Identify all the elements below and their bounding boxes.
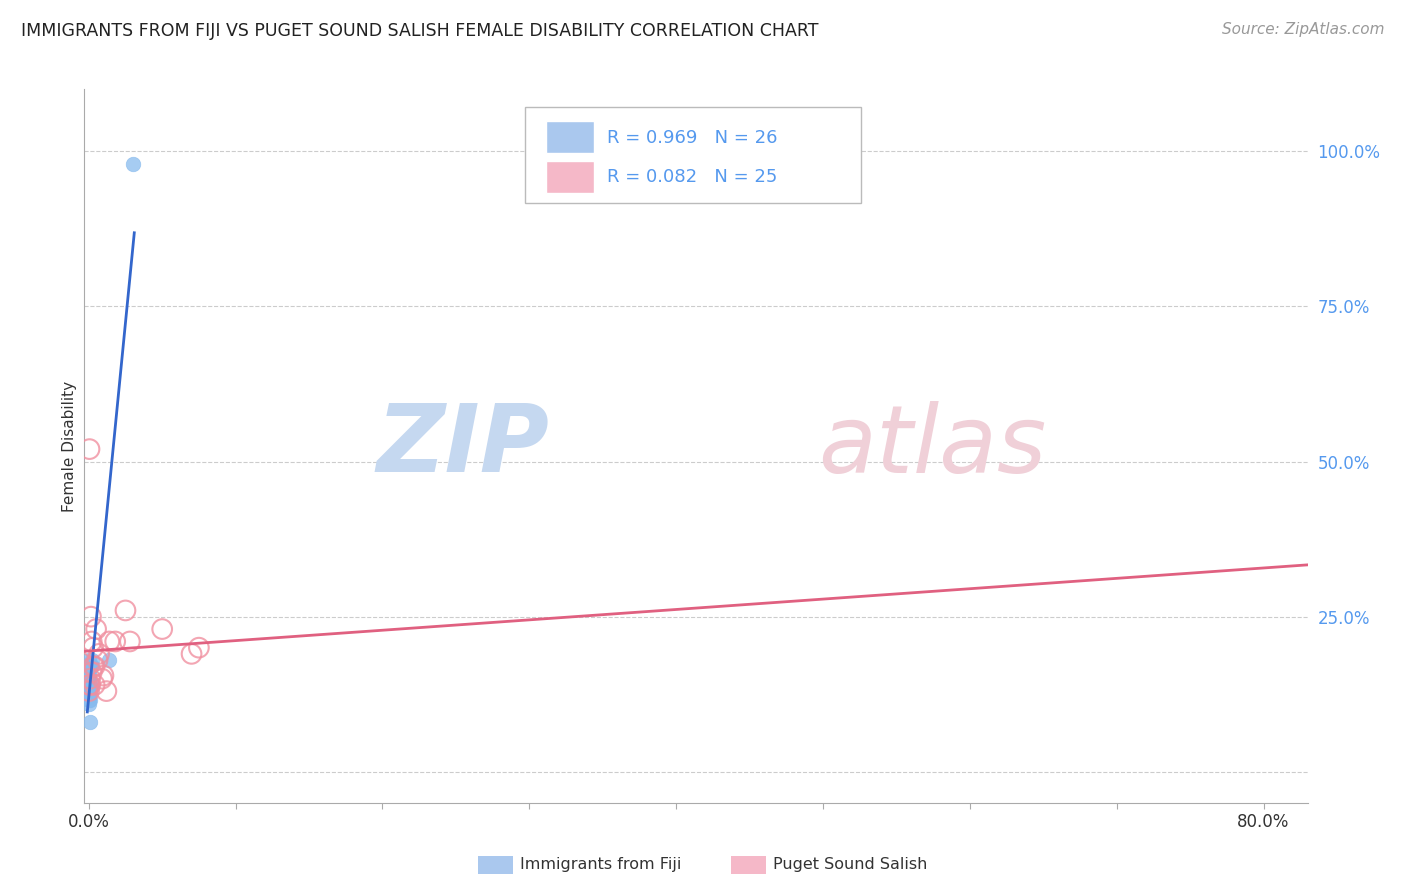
Bar	[546, 121, 595, 153]
Point	[77, 672, 100, 686]
Point	[80, 665, 103, 680]
Point	[77, 697, 100, 711]
Point	[77, 674, 100, 689]
Point	[80, 609, 103, 624]
Point	[77, 665, 100, 680]
Text: R = 0.082   N = 25: R = 0.082 N = 25	[606, 168, 778, 186]
Point	[79, 684, 101, 698]
Point	[77, 684, 100, 698]
Point	[121, 156, 143, 170]
Point	[91, 672, 114, 686]
Point	[79, 684, 101, 698]
Point	[87, 647, 110, 661]
Bar	[546, 161, 595, 193]
Point	[118, 634, 141, 648]
Text: Immigrants from Fiji: Immigrants from Fiji	[520, 857, 682, 871]
Point	[86, 653, 108, 667]
Point	[77, 684, 100, 698]
Point	[77, 681, 100, 695]
Point	[180, 647, 202, 661]
Point	[79, 672, 101, 686]
Point	[80, 653, 103, 667]
Point	[79, 678, 101, 692]
Point	[77, 687, 100, 701]
Point	[104, 634, 127, 648]
Point	[79, 715, 101, 730]
Text: Puget Sound Salish: Puget Sound Salish	[773, 857, 928, 871]
Point	[77, 653, 100, 667]
Point	[83, 678, 105, 692]
Point	[77, 690, 100, 705]
Point	[77, 668, 100, 682]
Point	[98, 634, 121, 648]
Point	[150, 622, 173, 636]
Point	[77, 659, 100, 673]
Point	[77, 693, 100, 707]
Point	[96, 684, 118, 698]
Point	[82, 678, 104, 692]
Point	[79, 442, 101, 456]
FancyBboxPatch shape	[524, 107, 860, 203]
Point	[77, 678, 100, 692]
Text: R = 0.969   N = 26: R = 0.969 N = 26	[606, 128, 778, 146]
Text: atlas: atlas	[818, 401, 1046, 491]
Text: Source: ZipAtlas.com: Source: ZipAtlas.com	[1222, 22, 1385, 37]
Point	[84, 622, 107, 636]
Text: ZIP: ZIP	[377, 400, 550, 492]
Point	[80, 659, 103, 673]
Point	[79, 678, 101, 692]
Point	[187, 640, 209, 655]
Point	[79, 693, 101, 707]
Point	[80, 659, 103, 673]
Point	[82, 659, 104, 673]
Point	[80, 634, 103, 648]
Point	[79, 678, 101, 692]
Y-axis label: Female Disability: Female Disability	[62, 380, 77, 512]
Point	[77, 678, 100, 692]
Point	[83, 659, 105, 673]
Point	[98, 653, 121, 667]
Text: IMMIGRANTS FROM FIJI VS PUGET SOUND SALISH FEMALE DISABILITY CORRELATION CHART: IMMIGRANTS FROM FIJI VS PUGET SOUND SALI…	[21, 22, 818, 40]
Point	[93, 668, 115, 682]
Point	[82, 640, 104, 655]
Point	[114, 603, 136, 617]
Point	[77, 690, 100, 705]
